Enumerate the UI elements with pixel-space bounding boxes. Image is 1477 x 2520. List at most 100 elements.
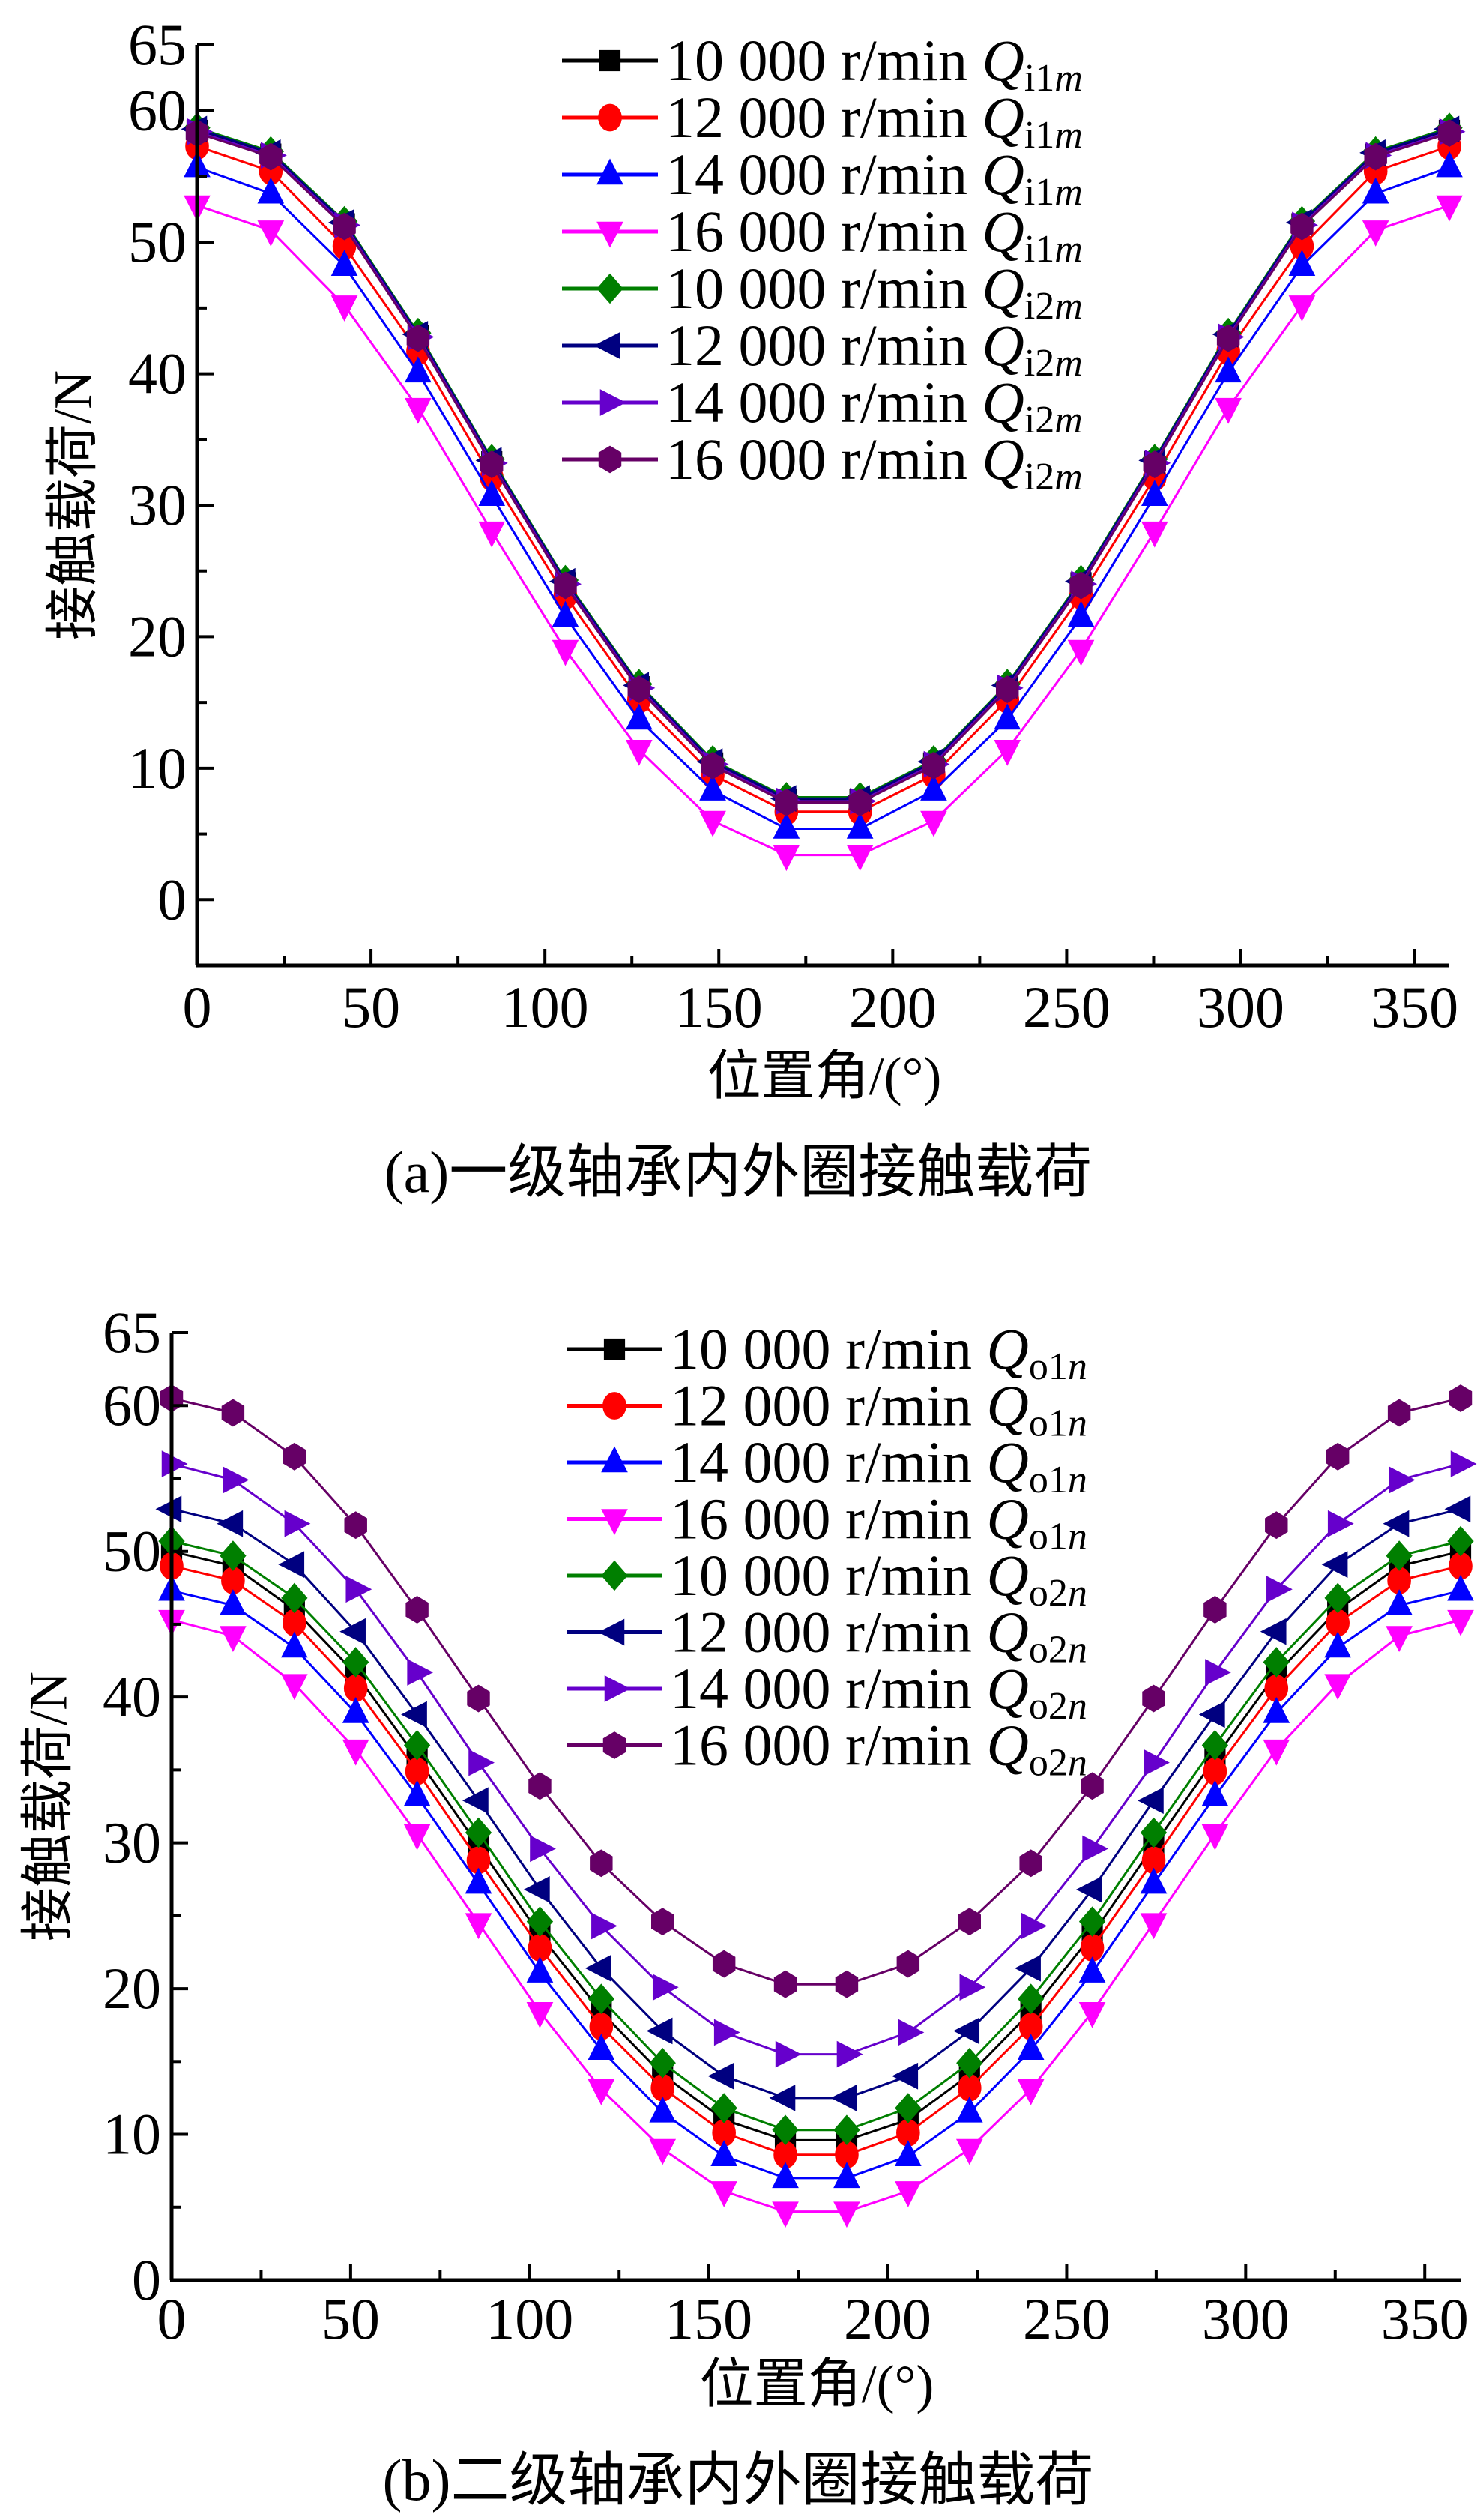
- data-point: [523, 1876, 550, 1903]
- data-point: [707, 2062, 734, 2090]
- legend-marker-triangle-right: [599, 389, 626, 416]
- x-tick-label: 350: [1381, 2286, 1469, 2351]
- series-line: [171, 1540, 1461, 2132]
- data-point: [1447, 1609, 1474, 1636]
- legend-label: 16 000 r/min Qi2m: [665, 426, 1083, 498]
- data-point: [1260, 1618, 1287, 1645]
- data-point: [1449, 1384, 1473, 1412]
- series-hexagon-7: [160, 1384, 1473, 1998]
- legend-label: 16 000 r/min Qi1m: [665, 199, 1083, 271]
- data-point: [833, 2114, 860, 2146]
- legend-marker-hexagon: [598, 445, 622, 474]
- data-point: [1017, 2079, 1045, 2105]
- data-point: [1437, 119, 1461, 147]
- y-tick-label: 50: [103, 1519, 161, 1584]
- y-tick-label: 30: [103, 1810, 161, 1875]
- legend-marker-triangle-up: [601, 1446, 628, 1473]
- data-point: [1321, 1551, 1348, 1579]
- data-point: [1288, 250, 1316, 276]
- data-point: [699, 774, 726, 801]
- data-point: [953, 2017, 980, 2045]
- data-point: [1265, 1511, 1288, 1540]
- data-point: [480, 450, 504, 479]
- x-tick-label: 200: [844, 2286, 931, 2351]
- legend-label: 10 000 r/min Qo2n: [670, 1543, 1087, 1615]
- data-point: [465, 1867, 492, 1894]
- data-point: [833, 2201, 860, 2228]
- data-point: [649, 2138, 677, 2165]
- legend-label: 14 000 r/min Qo2n: [670, 1656, 1087, 1728]
- legend-label: 14 000 r/min Qi2m: [665, 370, 1083, 441]
- series-line: [171, 1462, 1461, 2056]
- x-tick-label: 50: [321, 2286, 380, 2351]
- data-point: [1450, 1450, 1477, 1477]
- series-line: [171, 1507, 1461, 2100]
- legend-label: 12 000 r/min Qo2n: [670, 1600, 1087, 1672]
- caption-b: (b)二级轴承内外圈接触载荷: [383, 2447, 1094, 2513]
- data-point: [772, 2162, 799, 2189]
- data-point: [699, 810, 726, 837]
- x-tick-label: 150: [665, 2286, 752, 2351]
- data-point: [342, 1647, 369, 1678]
- x-tick-label: 0: [183, 974, 212, 1040]
- data-point: [281, 1582, 308, 1614]
- data-point: [955, 2138, 983, 2165]
- data-point: [1447, 1525, 1474, 1557]
- legend-marker-triangle-down: [596, 221, 623, 248]
- data-point: [1069, 571, 1093, 600]
- data-point: [283, 1442, 306, 1471]
- series-triangle-down-3: [184, 195, 1463, 872]
- x-tick-label: 300: [1202, 2286, 1290, 2351]
- legend-label: 12 000 r/min Qi1m: [665, 85, 1083, 157]
- data-point: [155, 1495, 182, 1523]
- data-point: [552, 639, 579, 666]
- data-point: [259, 142, 283, 171]
- data-point: [920, 810, 947, 837]
- data-point: [462, 1787, 489, 1815]
- data-point: [773, 845, 800, 872]
- data-point: [526, 2001, 554, 2028]
- x-axis-label-a: 位置角/(°): [707, 1046, 942, 1106]
- data-point: [345, 1576, 372, 1603]
- data-point: [1141, 480, 1168, 506]
- data-point: [333, 212, 356, 241]
- data-point: [1142, 1684, 1165, 1713]
- legend-entry: 14 000 r/min Qo2n: [567, 1656, 1087, 1728]
- y-tick-label: 65: [103, 1300, 161, 1365]
- data-point: [1266, 1576, 1293, 1603]
- series-line: [171, 1564, 1461, 2156]
- data-point: [1078, 1906, 1106, 1937]
- x-tick-label: 250: [1023, 2286, 1111, 2351]
- x-axis-label-b: 位置角/(°): [700, 2354, 934, 2414]
- legend-label: 12 000 r/min Qo1n: [670, 1373, 1087, 1445]
- data-point: [994, 703, 1021, 730]
- series-line: [171, 1550, 1461, 2141]
- data-point: [1078, 2001, 1106, 2028]
- series-line: [171, 1618, 1461, 2213]
- data-point: [1215, 356, 1242, 383]
- data-point: [625, 740, 653, 766]
- legend-entry: 14 000 r/min Qo1n: [567, 1429, 1087, 1501]
- data-point: [223, 1466, 250, 1494]
- data-point: [1201, 1730, 1229, 1761]
- legend-label: 10 000 r/min Qi1m: [665, 28, 1083, 100]
- legend-marker-circle: [598, 103, 622, 132]
- x-tick-label: 0: [157, 2286, 187, 2351]
- legend-marker-circle: [602, 1392, 626, 1420]
- data-point: [836, 2040, 863, 2068]
- data-point: [1362, 177, 1389, 204]
- data-point: [652, 1974, 679, 2001]
- x-tick-label: 100: [501, 974, 589, 1040]
- data-point: [701, 751, 725, 780]
- legend-label: 16 000 r/min Qo2n: [670, 1713, 1087, 1785]
- data-point: [1444, 1495, 1471, 1523]
- series-triangle-up-2: [184, 151, 1463, 839]
- data-point: [892, 2062, 919, 2090]
- legend-marker-hexagon: [602, 1731, 626, 1759]
- data-point: [1389, 1466, 1416, 1494]
- data-point: [1216, 324, 1240, 352]
